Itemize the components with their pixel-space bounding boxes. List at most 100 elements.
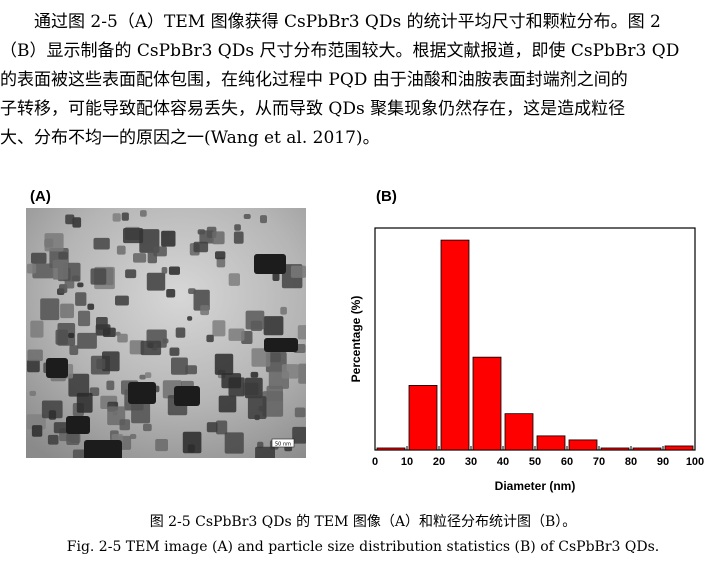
tem-particle bbox=[146, 272, 166, 291]
tem-particle bbox=[52, 260, 69, 280]
x-tick-label: 30 bbox=[465, 456, 477, 468]
tem-particle bbox=[106, 380, 115, 391]
tem-particle bbox=[175, 327, 186, 338]
tem-particle bbox=[27, 349, 43, 362]
x-axis-label: Diameter (nm) bbox=[495, 479, 576, 493]
tem-particle bbox=[40, 298, 60, 321]
tem-particle bbox=[27, 359, 40, 373]
paragraph-line-4: 子转移，可能导致配体容易丢失，从而导致 QDs 聚集现象仍然存在，这是造成粒径 bbox=[0, 99, 626, 119]
x-tick-label: 70 bbox=[593, 456, 605, 468]
histogram-bar bbox=[568, 439, 598, 451]
tem-particle bbox=[290, 265, 306, 278]
tem-particle bbox=[188, 288, 196, 294]
panel-b-label: (B) bbox=[376, 188, 397, 205]
tem-particle bbox=[166, 289, 176, 298]
tem-particle bbox=[68, 373, 90, 397]
tem-particle bbox=[257, 441, 264, 449]
tem-particle bbox=[31, 425, 43, 437]
x-tick-label: 90 bbox=[657, 456, 669, 468]
tem-particle bbox=[199, 230, 214, 244]
tem-large-particle bbox=[174, 386, 200, 406]
tem-particle bbox=[96, 358, 106, 370]
x-tick-label: 20 bbox=[433, 456, 445, 468]
tem-large-particle bbox=[264, 338, 298, 352]
paragraph-line-2: （B）显示制备的 CsPbBr3 QDs 尺寸分布范围较大。根据文献报道，即使 … bbox=[0, 41, 680, 61]
tem-particle bbox=[90, 268, 107, 285]
tem-particle bbox=[260, 215, 267, 224]
tem-particle bbox=[200, 305, 209, 316]
y-axis-label: Percentage (%) bbox=[350, 296, 363, 383]
histogram-bar bbox=[408, 385, 438, 451]
tem-particle bbox=[224, 432, 244, 454]
tem-particle bbox=[168, 266, 180, 275]
tem-particle bbox=[266, 385, 283, 402]
tem-particle bbox=[234, 224, 241, 231]
tem-particle bbox=[30, 320, 44, 338]
x-tick-label: 50 bbox=[529, 456, 541, 468]
tem-particle bbox=[214, 353, 234, 375]
tem-particle bbox=[147, 251, 157, 264]
tem-particle bbox=[121, 212, 129, 221]
tem-particle bbox=[48, 410, 57, 420]
tem-particle bbox=[216, 257, 226, 268]
tem-particle bbox=[292, 426, 306, 444]
tem-particle bbox=[187, 316, 193, 321]
tem-particle bbox=[250, 371, 259, 378]
tem-large-particle bbox=[128, 382, 156, 404]
tem-large-particle bbox=[46, 358, 68, 378]
tem-particle bbox=[206, 334, 214, 343]
tem-particle bbox=[155, 439, 168, 452]
tem-particle bbox=[112, 213, 121, 222]
tem-particle bbox=[228, 328, 245, 341]
tem-particle bbox=[182, 431, 202, 454]
tem-particle bbox=[161, 267, 168, 274]
tem-particle bbox=[185, 365, 197, 375]
tem-particle bbox=[161, 230, 176, 247]
tem-particle bbox=[66, 430, 80, 445]
histogram-bar bbox=[472, 356, 502, 451]
tem-particle bbox=[72, 275, 80, 282]
x-tick-label: 0 bbox=[372, 456, 378, 468]
tem-particle bbox=[72, 217, 82, 228]
tem-large-particle bbox=[254, 254, 286, 274]
tem-particle bbox=[280, 306, 287, 315]
tem-particle bbox=[212, 231, 225, 245]
tem-particle bbox=[31, 252, 47, 264]
tem-particle bbox=[78, 310, 91, 327]
tem-particle bbox=[119, 419, 130, 431]
tem-particle bbox=[140, 210, 147, 217]
tem-particle bbox=[129, 434, 137, 439]
tem-particle bbox=[47, 434, 59, 445]
paragraph-line-3: 的表面被这些表面配体包围，在纯化过程中 PQD 由于油酸和油胺表面封端剂之间的 bbox=[0, 70, 628, 90]
tem-particle bbox=[26, 263, 37, 274]
tem-particle bbox=[218, 395, 237, 413]
tem-particle bbox=[123, 228, 144, 244]
tem-particle bbox=[65, 214, 75, 225]
body-paragraph: 通过图 2-5（A）TEM 图像获得 CsPbBr3 QDs 的统计平均尺寸和颗… bbox=[0, 8, 726, 153]
tem-particle bbox=[75, 292, 87, 306]
tem-particle bbox=[131, 400, 151, 424]
tem-particle bbox=[245, 310, 265, 330]
paragraph-line-1: 通过图 2-5（A）TEM 图像获得 CsPbBr3 QDs 的统计平均尺寸和颗… bbox=[0, 12, 661, 32]
x-tick-label: 100 bbox=[686, 456, 704, 468]
tem-particle bbox=[244, 377, 263, 399]
tem-large-particle bbox=[66, 416, 90, 434]
histogram-bar bbox=[632, 447, 662, 451]
tem-particle bbox=[228, 273, 240, 286]
tem-particle bbox=[243, 214, 251, 219]
tem-particle bbox=[64, 280, 75, 289]
tem-large-particle bbox=[84, 440, 122, 458]
tem-particle bbox=[221, 373, 242, 389]
caption-chinese: 图 2-5 CsPbBr3 QDs 的 TEM 图像（A）和粒径分布统计图（B）… bbox=[149, 514, 577, 530]
tem-particle bbox=[96, 317, 108, 330]
tem-particle bbox=[233, 231, 244, 244]
tem-particle bbox=[272, 272, 280, 281]
tem-particle bbox=[215, 251, 226, 260]
histogram-bar bbox=[664, 445, 694, 451]
tem-particle bbox=[29, 390, 36, 396]
histogram-bar bbox=[376, 447, 406, 451]
panel-a-label: (A) bbox=[30, 188, 51, 205]
scale-bar-label: 50 nm bbox=[275, 442, 291, 448]
tem-particle bbox=[102, 351, 120, 372]
x-tick-label: 80 bbox=[625, 456, 637, 468]
